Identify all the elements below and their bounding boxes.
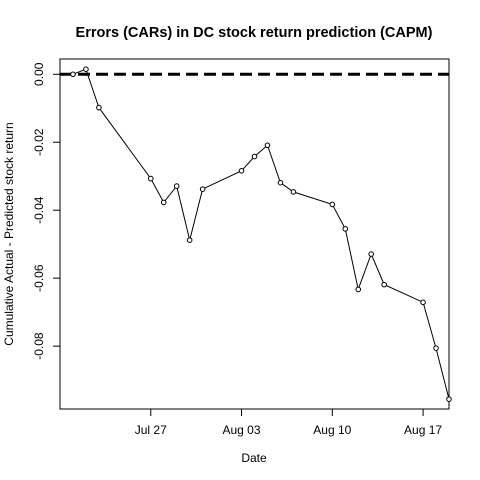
y-tick-label: 0.00 <box>32 62 46 86</box>
data-point-19 <box>433 345 439 351</box>
y-tick-label: -0.04 <box>32 196 46 224</box>
x-axis-label: Date <box>241 451 267 465</box>
y-axis-label: Cumulative Actual - Predicted stock retu… <box>2 122 16 345</box>
data-point-16 <box>368 251 375 257</box>
x-tick-label: Aug 03 <box>223 423 261 437</box>
data-point-3 <box>147 175 154 182</box>
series-line <box>72 68 450 400</box>
data-point-2 <box>96 104 102 111</box>
data-point-18 <box>420 299 426 306</box>
data-point-0 <box>70 71 76 78</box>
y-tick-label: -0.06 <box>32 264 46 292</box>
data-points <box>70 66 452 402</box>
y-axis: 0.00 -0.02 -0.04 -0.06 -0.08 <box>32 62 60 360</box>
data-point-7 <box>199 186 206 192</box>
data-point-11 <box>277 179 284 186</box>
data-point-1 <box>83 66 89 72</box>
data-point-15 <box>355 286 362 293</box>
plot-frame <box>59 58 450 410</box>
data-point-13 <box>329 201 336 208</box>
chart-title: Errors (CARs) in DC stock return predict… <box>76 25 433 41</box>
data-point-20 <box>446 396 452 402</box>
y-tick-label: -0.08 <box>32 332 46 360</box>
x-tick-label: Aug 10 <box>313 423 351 437</box>
data-point-10 <box>264 142 271 149</box>
x-tick-label: Jul 27 <box>135 423 167 437</box>
x-tick-label: Aug 17 <box>404 423 442 437</box>
data-point-14 <box>342 226 349 232</box>
data-point-4 <box>160 199 167 206</box>
x-axis: Jul 27 Aug 03 Aug 10 Aug 17 <box>135 409 442 437</box>
y-tick-label: -0.02 <box>32 128 46 156</box>
data-point-8 <box>238 167 245 174</box>
data-point-5 <box>173 183 180 189</box>
data-point-17 <box>381 281 387 288</box>
data-point-12 <box>290 189 297 195</box>
data-point-9 <box>251 153 258 160</box>
data-point-6 <box>186 237 193 243</box>
